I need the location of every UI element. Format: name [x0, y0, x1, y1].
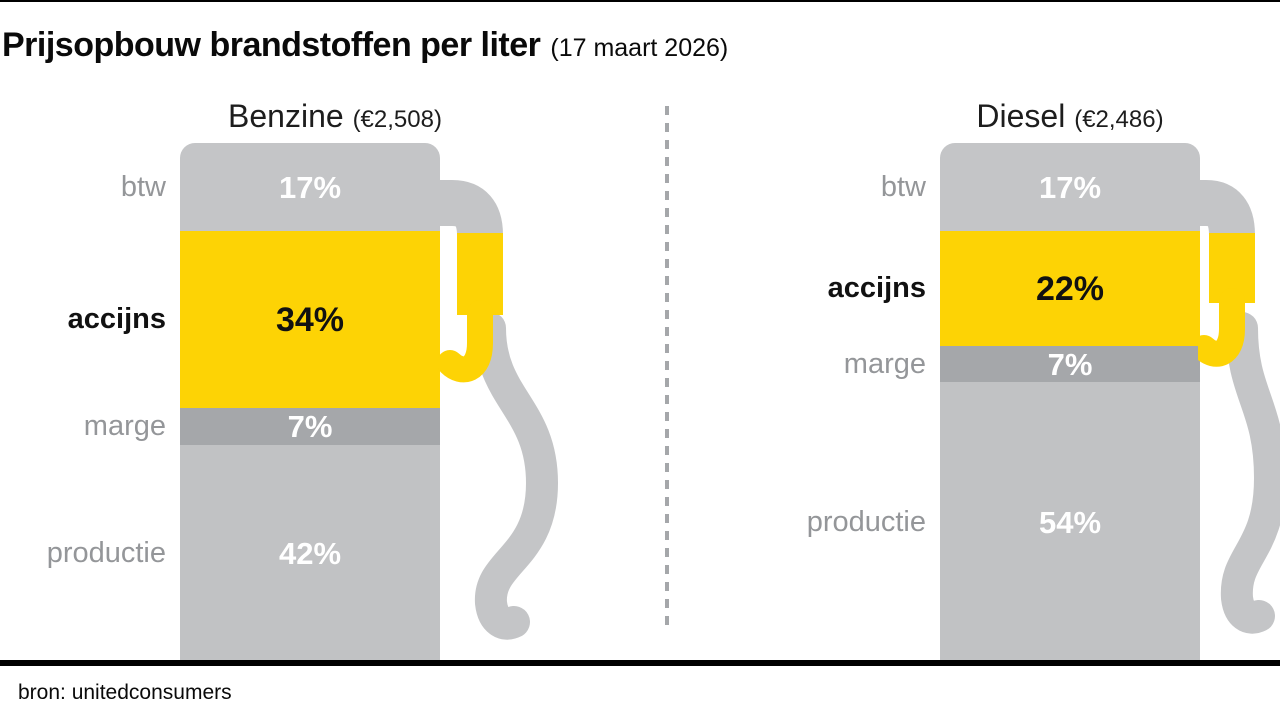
benzine-label-btw: btw: [120, 170, 166, 203]
diesel-segment-productie: 54%: [940, 382, 1200, 663]
page-title-date: (17 maart 2026): [550, 34, 729, 62]
benzine-segment-productie: 42%: [180, 444, 440, 663]
benzine-label-accijns: accijns: [67, 303, 166, 336]
diesel-category-labels: btw accijns marge productie: [760, 143, 926, 663]
benzine-price-label: (€2,508): [352, 106, 442, 133]
benzine-title-text: Benzine: [228, 98, 344, 134]
source-credit: bron: unitedconsumers: [18, 681, 232, 704]
diesel-label-productie: productie: [806, 506, 926, 539]
diesel-chart: Diesel (€2,486) btw accijns marge produc…: [760, 98, 1280, 663]
diesel-chart-title: Diesel (€2,486): [930, 98, 1210, 140]
benzine-label-marge: marge: [83, 409, 166, 442]
page-title-text: Prijsopbouw brandstoffen per liter: [2, 26, 541, 64]
divider-dashed-line: [665, 106, 669, 632]
benzine-segment-accijns: 34%: [180, 231, 440, 409]
top-rule: [0, 0, 1280, 2]
diesel-pump-nozzle-icon: [1198, 180, 1280, 634]
benzine-category-labels: btw accijns marge productie: [0, 143, 166, 663]
diesel-label-accijns: accijns: [827, 272, 926, 305]
benzine-pump-nozzle-icon: [438, 180, 559, 640]
benzine-segment-marge: 7%: [180, 408, 440, 445]
benzine-label-productie: productie: [46, 537, 166, 570]
baseline-rule: [0, 660, 1280, 666]
diesel-stacked-bar: 17% 22% 7% 54%: [940, 143, 1200, 663]
diesel-segment-btw: 17%: [940, 143, 1200, 232]
page-title: Prijsopbouw brandstoffen per liter (17 ma…: [2, 26, 728, 65]
diesel-segment-marge: 7%: [940, 345, 1200, 383]
benzine-chart-title: Benzine (€2,508): [190, 98, 480, 140]
diesel-segment-accijns: 22%: [940, 231, 1200, 346]
diesel-price-label: (€2,486): [1074, 106, 1164, 133]
benzine-stacked-bar: 17% 34% 7% 42%: [180, 143, 440, 663]
diesel-label-marge: marge: [843, 347, 926, 380]
benzine-segment-btw: 17%: [180, 143, 440, 232]
diesel-label-btw: btw: [880, 170, 926, 203]
diesel-title-text: Diesel: [976, 98, 1066, 134]
benzine-chart: Benzine (€2,508) btw accijns marge produ…: [0, 98, 640, 663]
